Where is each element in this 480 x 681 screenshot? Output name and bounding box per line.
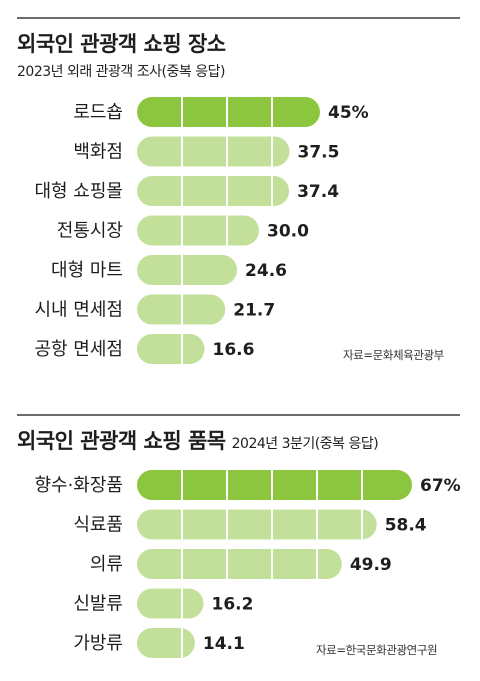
value-label: 30.0 xyxy=(267,222,309,242)
category-label: 공항 면세점 xyxy=(34,339,123,360)
value-label: 67% xyxy=(420,476,461,496)
value-label: 49.9 xyxy=(350,555,392,575)
category-label: 백화점 xyxy=(73,142,123,163)
bar xyxy=(137,549,342,579)
value-label: 45% xyxy=(328,103,369,123)
category-label: 신발류 xyxy=(73,594,123,615)
chart2-title-row: 외국인 관광객 쇼핑 품목 2024년 3분기(중복 응답) xyxy=(17,425,379,455)
category-label: 전통시장 xyxy=(57,221,123,242)
middle-rule xyxy=(17,414,460,416)
bar xyxy=(137,509,377,540)
top-rule xyxy=(17,17,460,19)
bar xyxy=(137,255,238,285)
value-label: 58.4 xyxy=(385,516,427,536)
category-label: 가방류 xyxy=(73,633,123,654)
value-label: 24.6 xyxy=(245,261,287,281)
value-label: 14.1 xyxy=(203,634,245,654)
category-label: 향수·화장품 xyxy=(34,475,123,496)
category-label: 식료품 xyxy=(73,515,123,536)
bar xyxy=(137,334,205,364)
value-label: 16.2 xyxy=(211,595,253,615)
category-label: 로드숍 xyxy=(73,102,123,123)
chart1-title: 외국인 관광객 쇼핑 장소 xyxy=(17,32,226,56)
chart1-source: 자료=문화체육관광부 xyxy=(343,348,444,362)
value-label: 16.6 xyxy=(213,340,255,360)
chart2-source: 자료=한국문화관광연구원 xyxy=(316,643,438,657)
chart2-subtitle: 2024년 3분기(중복 응답) xyxy=(231,436,379,452)
category-label: 대형 마트 xyxy=(51,260,123,281)
value-label: 21.7 xyxy=(233,301,275,321)
chart2-title: 외국인 관광객 쇼핑 품목 xyxy=(17,429,226,453)
category-label: 대형 쇼핑몰 xyxy=(34,181,123,202)
category-label: 시내 면세점 xyxy=(34,300,123,321)
bar xyxy=(137,588,204,619)
chart1-subtitle: 2023년 외래 관광객 조사(중복 응답) xyxy=(17,64,225,80)
bar xyxy=(137,628,195,658)
bar xyxy=(137,215,259,246)
value-label: 37.5 xyxy=(298,143,340,163)
bar xyxy=(137,176,290,206)
category-label: 의류 xyxy=(90,554,123,575)
value-label: 37.4 xyxy=(297,182,339,202)
bar xyxy=(137,470,412,500)
bar xyxy=(137,136,290,167)
